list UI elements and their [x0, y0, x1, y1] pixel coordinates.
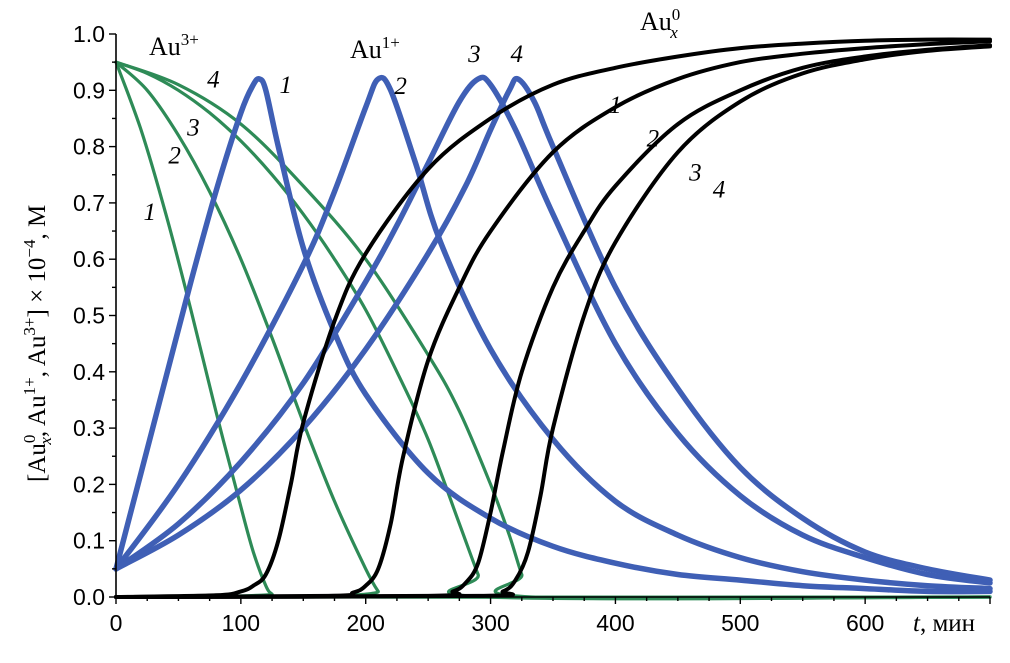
- x-axis-label: t, мин: [913, 610, 975, 637]
- y-tick-label: 0.4: [73, 359, 105, 385]
- y-tick-label: 0.8: [73, 134, 105, 160]
- y-ticks: 0.0 0.1 0.2 0.3 0.4 0.5 0.6 0.7 0.8 0.9 1.0: [73, 21, 116, 610]
- curve-number-label: 1: [143, 199, 156, 226]
- curve-au0-3: [114, 43, 992, 599]
- curve-au0-1: [114, 37, 992, 599]
- curve-number-label: 4: [713, 176, 726, 203]
- series-label-au3: Au3+: [149, 30, 199, 61]
- y-axis-label: [Au0x, Au1+, Au3+] × 10−4, M: [20, 205, 55, 482]
- curve-number-label: 3: [688, 159, 702, 186]
- axes: [115, 34, 990, 598]
- curve-number-label: 2: [647, 126, 660, 153]
- series-label-au0: Au0 x: [640, 5, 680, 42]
- x-tick-label: 500: [721, 610, 759, 636]
- curve-number-label: 4: [511, 41, 524, 68]
- y-tick-label: 0.0: [73, 584, 105, 610]
- y-tick-label: 0.6: [73, 246, 105, 272]
- y-tick-label: 0.9: [73, 77, 105, 103]
- series-label-au1: Au1+: [350, 33, 400, 64]
- y-tick-label: 1.0: [73, 21, 105, 47]
- curve-au0-2: [114, 39, 992, 599]
- curve-number-label: 2: [168, 142, 181, 169]
- curve-au0-4: [114, 44, 992, 599]
- curve-number-label: 1: [609, 92, 622, 119]
- curve-number-label: 1: [280, 72, 293, 99]
- x-tick-label: 0: [110, 610, 123, 636]
- curve-number-label: 3: [467, 41, 481, 68]
- x-tick-label: 200: [347, 610, 385, 636]
- curve-au1p-1: [113, 75, 993, 595]
- curve-au1p-2: [113, 74, 993, 592]
- x-tick-label: 300: [471, 610, 509, 636]
- y-tick-label: 0.3: [73, 415, 105, 441]
- plot-curves: [113, 37, 993, 601]
- curve-number-label: 3: [186, 114, 200, 141]
- curve-number-label: 2: [394, 73, 407, 100]
- curve-au1p-3: [113, 74, 993, 586]
- y-tick-label: 0.5: [73, 303, 105, 329]
- curve-number-label: 4: [207, 66, 220, 93]
- x-ticks: 0 100 200 300 400 500 600: [110, 597, 991, 636]
- x-tick-label: 400: [596, 610, 634, 636]
- y-tick-label: 0.2: [73, 471, 105, 497]
- y-tick-label: 0.1: [73, 528, 105, 554]
- x-tick-label: 600: [846, 610, 884, 636]
- x-tick-label: 100: [222, 610, 260, 636]
- y-tick-label: 0.7: [73, 190, 105, 216]
